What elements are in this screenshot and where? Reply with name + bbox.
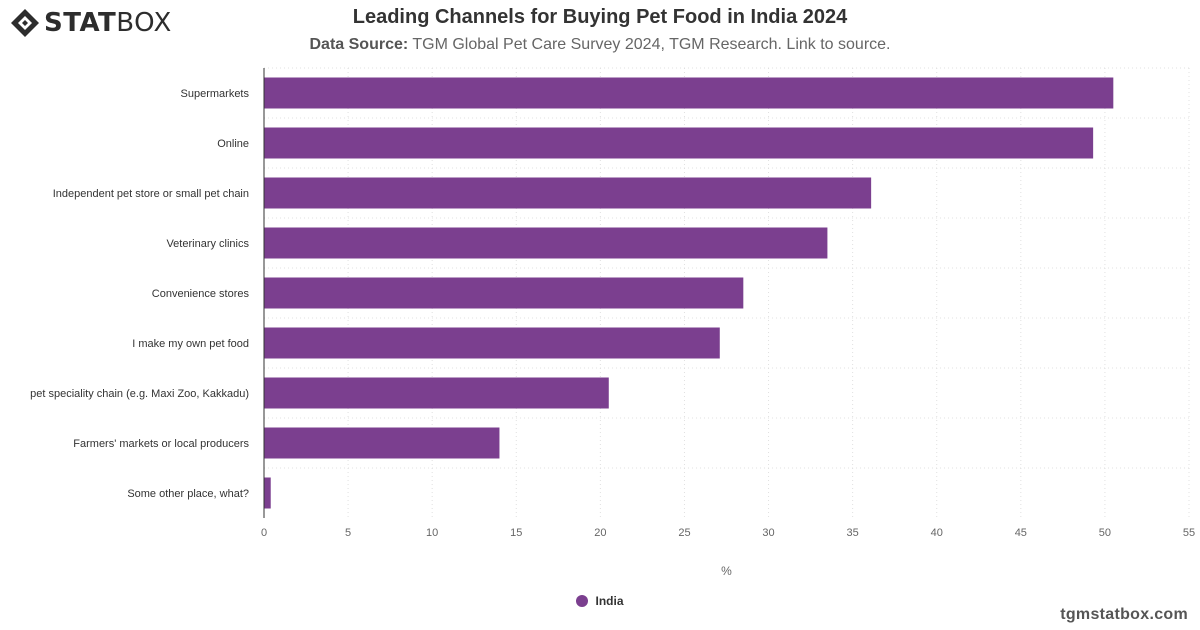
x-tick-label: 30 [762, 527, 774, 539]
footer-site-url[interactable]: tgmstatbox.com [1060, 606, 1188, 623]
category-label: Independent pet store or small pet chain [53, 188, 249, 200]
bar-4[interactable] [264, 277, 744, 309]
x-tick-label: 55 [1183, 527, 1195, 539]
bar-1[interactable] [264, 127, 1094, 159]
chart-subtitle: Data Source: TGM Global Pet Care Survey … [0, 36, 1200, 54]
x-tick-label: 25 [678, 527, 690, 539]
x-tick-label: 5 [345, 527, 351, 539]
logo-wordmark: STATBOX [44, 8, 172, 38]
x-tick-label: 50 [1099, 527, 1111, 539]
category-label: I make my own pet food [132, 338, 249, 350]
category-label: Farmers' markets or local producers [73, 438, 249, 450]
category-label: Veterinary clinics [166, 238, 249, 250]
category-label: Online [217, 138, 249, 150]
legend-label-india[interactable]: India [595, 594, 624, 608]
statbox-logo[interactable]: STATBOX [10, 8, 172, 38]
source-label: Data Source: [309, 36, 409, 53]
logo-light-text: BOX [116, 8, 172, 38]
x-tick-label: 40 [931, 527, 943, 539]
bar-8[interactable] [264, 477, 271, 509]
x-tick-label: 20 [594, 527, 606, 539]
bar-2[interactable] [264, 177, 872, 209]
chart-title: Leading Channels for Buying Pet Food in … [352, 6, 848, 28]
x-tick-label: 0 [261, 527, 267, 539]
x-axis-label: % [721, 564, 732, 578]
x-tick-label: 15 [510, 527, 522, 539]
logo-bold-text: STAT [44, 8, 117, 38]
x-tick-label: 35 [847, 527, 859, 539]
bar-3[interactable] [264, 227, 828, 259]
statbox-diamond-icon [11, 9, 39, 37]
category-label: Convenience stores [152, 288, 250, 300]
category-label: Some other place, what? [127, 488, 249, 500]
bar-0[interactable] [264, 77, 1114, 109]
bar-7[interactable] [264, 427, 500, 459]
bar-6[interactable] [264, 377, 609, 409]
chart-legend[interactable]: India [0, 594, 1200, 608]
bar-5[interactable] [264, 327, 720, 359]
legend-marker-india [576, 595, 589, 607]
x-tick-label: 45 [1015, 527, 1027, 539]
category-label: Supermarkets [181, 88, 250, 100]
category-label: pet speciality chain (e.g. Maxi Zoo, Kak… [30, 388, 249, 400]
source-link[interactable]: TGM Global Pet Care Survey 2024, TGM Res… [412, 36, 891, 53]
x-tick-label: 10 [426, 527, 438, 539]
